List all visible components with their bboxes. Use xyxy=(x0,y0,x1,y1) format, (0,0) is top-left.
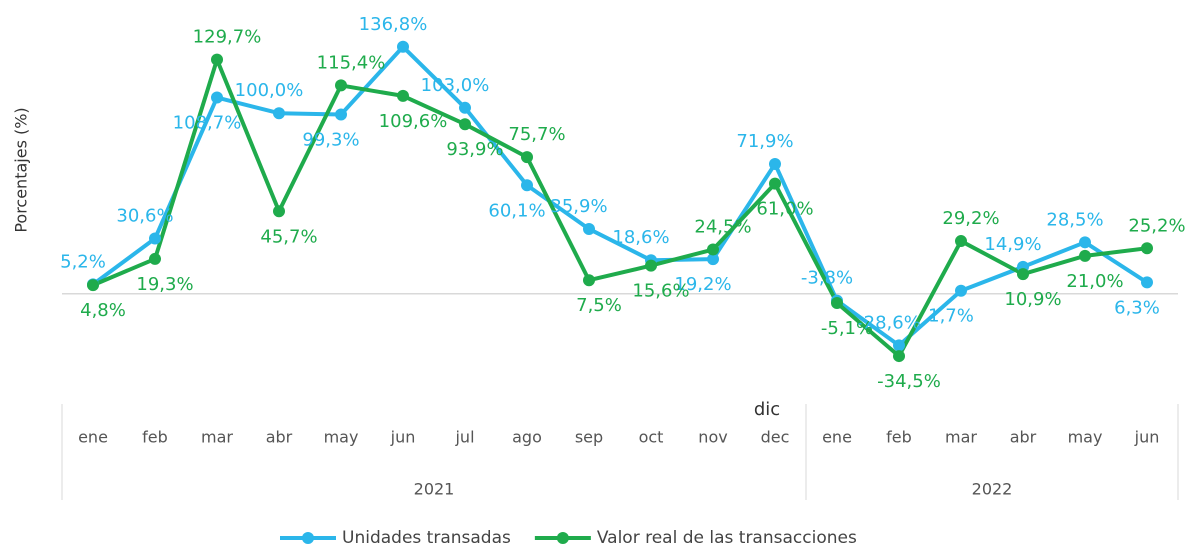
group-label: 2021 xyxy=(414,480,455,499)
x-tick-label: mar xyxy=(201,428,233,447)
point xyxy=(273,107,285,120)
x-tick-label: may xyxy=(324,428,359,447)
x-tick-label: jul xyxy=(454,428,474,447)
value-label: 129,7% xyxy=(193,27,262,48)
x-tick-label: feb xyxy=(886,428,912,447)
point xyxy=(645,259,657,272)
value-label: -34,5% xyxy=(877,371,941,392)
point xyxy=(769,177,781,190)
point xyxy=(583,274,595,287)
value-label: 71,9% xyxy=(736,131,793,152)
series-line xyxy=(92,57,1148,359)
point xyxy=(211,91,223,104)
x-tick-label: ene xyxy=(78,428,108,447)
point xyxy=(149,232,161,245)
x-tick-label: sep xyxy=(575,428,603,447)
point xyxy=(335,79,347,92)
point xyxy=(893,350,905,363)
point xyxy=(707,243,719,256)
value-label: 6,3% xyxy=(1114,297,1160,318)
point xyxy=(87,279,99,292)
point xyxy=(521,151,533,164)
x-tick-label: mar xyxy=(945,428,977,447)
value-label: 19,3% xyxy=(136,274,193,295)
value-label: -28,6% xyxy=(857,312,921,333)
value-label: 103,0% xyxy=(421,75,490,96)
point xyxy=(1141,276,1153,289)
point xyxy=(397,40,409,53)
x-tick-label: dec xyxy=(761,428,790,447)
point xyxy=(521,179,533,192)
x-tick-label: abr xyxy=(1010,428,1037,447)
value-label: 5,2% xyxy=(60,251,106,272)
x-tick-label: ago xyxy=(512,428,542,447)
value-label: 75,7% xyxy=(508,124,565,145)
point xyxy=(893,339,905,352)
value-label: 10,9% xyxy=(1004,289,1061,310)
value-label: 109,6% xyxy=(379,111,448,132)
value-label: 29,2% xyxy=(942,208,999,229)
point xyxy=(397,89,409,102)
value-label: 14,9% xyxy=(984,234,1041,255)
value-label: 28,5% xyxy=(1046,209,1103,230)
point xyxy=(459,101,471,114)
value-label: 45,7% xyxy=(260,226,317,247)
value-label: 15,6% xyxy=(632,281,689,302)
point xyxy=(769,157,781,170)
value-label: 30,6% xyxy=(116,206,173,227)
point xyxy=(211,53,223,66)
value-label: 93,9% xyxy=(446,139,503,160)
group-label: 2022 xyxy=(972,480,1013,499)
value-label: -5,1% xyxy=(821,318,873,339)
point xyxy=(149,252,161,265)
point xyxy=(459,118,471,131)
value-label: 115,4% xyxy=(317,52,386,73)
value-label: 35,9% xyxy=(550,196,607,217)
point xyxy=(831,296,843,309)
series-line xyxy=(91,44,1149,348)
point xyxy=(273,205,285,218)
value-label: 25,2% xyxy=(1128,215,1185,236)
legend-marker xyxy=(302,532,314,544)
x-tick-label: abr xyxy=(266,428,293,447)
value-label: 60,1% xyxy=(488,200,545,221)
legend-label: Valor real de las transacciones xyxy=(597,528,857,546)
point xyxy=(1079,249,1091,262)
x-tick-label: jun xyxy=(1134,428,1160,447)
x-tick-label: oct xyxy=(639,428,664,447)
point xyxy=(955,284,967,297)
x-tick-label: nov xyxy=(698,428,727,447)
value-label: 99,3% xyxy=(302,129,359,150)
value-label: 24,5% xyxy=(694,217,751,238)
point xyxy=(1079,236,1091,249)
value-label: 21,0% xyxy=(1066,271,1123,292)
x-tick-label: ene xyxy=(822,428,852,447)
value-label: -3,8% xyxy=(801,268,853,289)
value-label: 1,7% xyxy=(928,306,974,327)
legend-marker xyxy=(556,532,569,544)
y-axis-label: Porcentajes (%) xyxy=(12,107,31,232)
value-label: 100,0% xyxy=(235,80,304,101)
point xyxy=(1017,268,1029,281)
value-label: 18,6% xyxy=(612,227,669,248)
point xyxy=(335,108,347,121)
annotation: dic xyxy=(754,399,780,420)
point xyxy=(707,253,719,266)
value-label: 108,7% xyxy=(173,113,242,134)
x-tick-label: jun xyxy=(390,428,416,447)
value-label: 7,5% xyxy=(576,295,622,316)
x-tick-label: feb xyxy=(142,428,168,447)
point xyxy=(583,222,595,235)
point xyxy=(955,235,967,248)
value-label: 61,0% xyxy=(756,199,813,220)
point xyxy=(1141,242,1153,255)
value-label: 19,2% xyxy=(674,274,731,295)
x-tick-label: may xyxy=(1068,428,1103,447)
value-label: 136,8% xyxy=(359,14,428,35)
legend-label: Unidades transadas xyxy=(342,528,511,546)
value-label: 4,8% xyxy=(80,300,126,321)
